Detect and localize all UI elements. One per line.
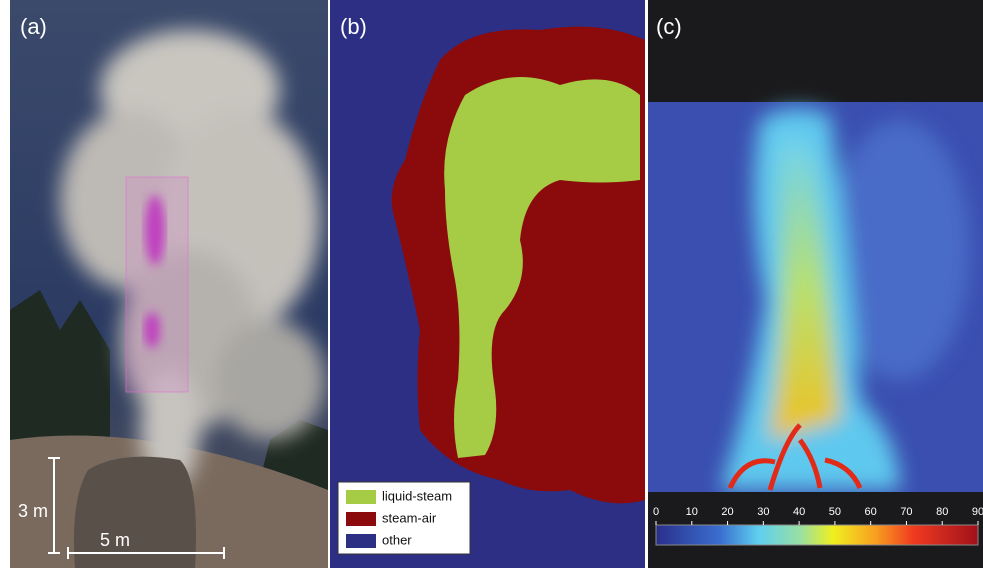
scale-label: 3 m <box>18 501 48 521</box>
colorbar-tick-label: 20 <box>721 506 733 518</box>
trees <box>10 290 110 470</box>
legend-swatch <box>346 512 376 526</box>
colorbar-tick-label: 30 <box>757 506 769 518</box>
panel-label: (b) <box>340 14 367 39</box>
colorbar-tick-label: 80 <box>936 506 948 518</box>
jets <box>727 423 863 491</box>
colorbar-tick-label: 50 <box>829 506 841 518</box>
legend-swatch <box>346 534 376 548</box>
plume <box>720 108 970 491</box>
colorbar-tick-label: 0 <box>653 506 659 518</box>
legend-label: steam-air <box>382 510 437 525</box>
colorbar-tick-label: 40 <box>793 506 805 518</box>
panel-b: liquid-steam steam-air other (b) <box>330 0 645 568</box>
scale-label: 5 m <box>100 530 130 550</box>
geyser-cone <box>73 456 196 568</box>
colorbar-tick-label: 90 <box>972 506 983 518</box>
colorbar-tick-label: 60 <box>865 506 877 518</box>
droplets <box>144 195 165 348</box>
legend-label: other <box>382 532 412 547</box>
legend-swatch <box>346 490 376 504</box>
colorbar <box>655 524 979 546</box>
liquid-steam-region <box>444 77 640 458</box>
colorbar-tick-label: 70 <box>900 506 912 518</box>
panel-label: (c) <box>656 14 682 39</box>
panel-a: 3 m 5 m (a) <box>10 0 328 568</box>
legend-label: liquid-steam <box>382 488 452 503</box>
steam <box>60 30 325 490</box>
colorbar-tick-label: 10 <box>686 506 698 518</box>
panel-label: (a) <box>20 14 47 39</box>
panel-c: 0 10 20 30 40 50 60 70 80 90 (c) <box>648 0 983 568</box>
